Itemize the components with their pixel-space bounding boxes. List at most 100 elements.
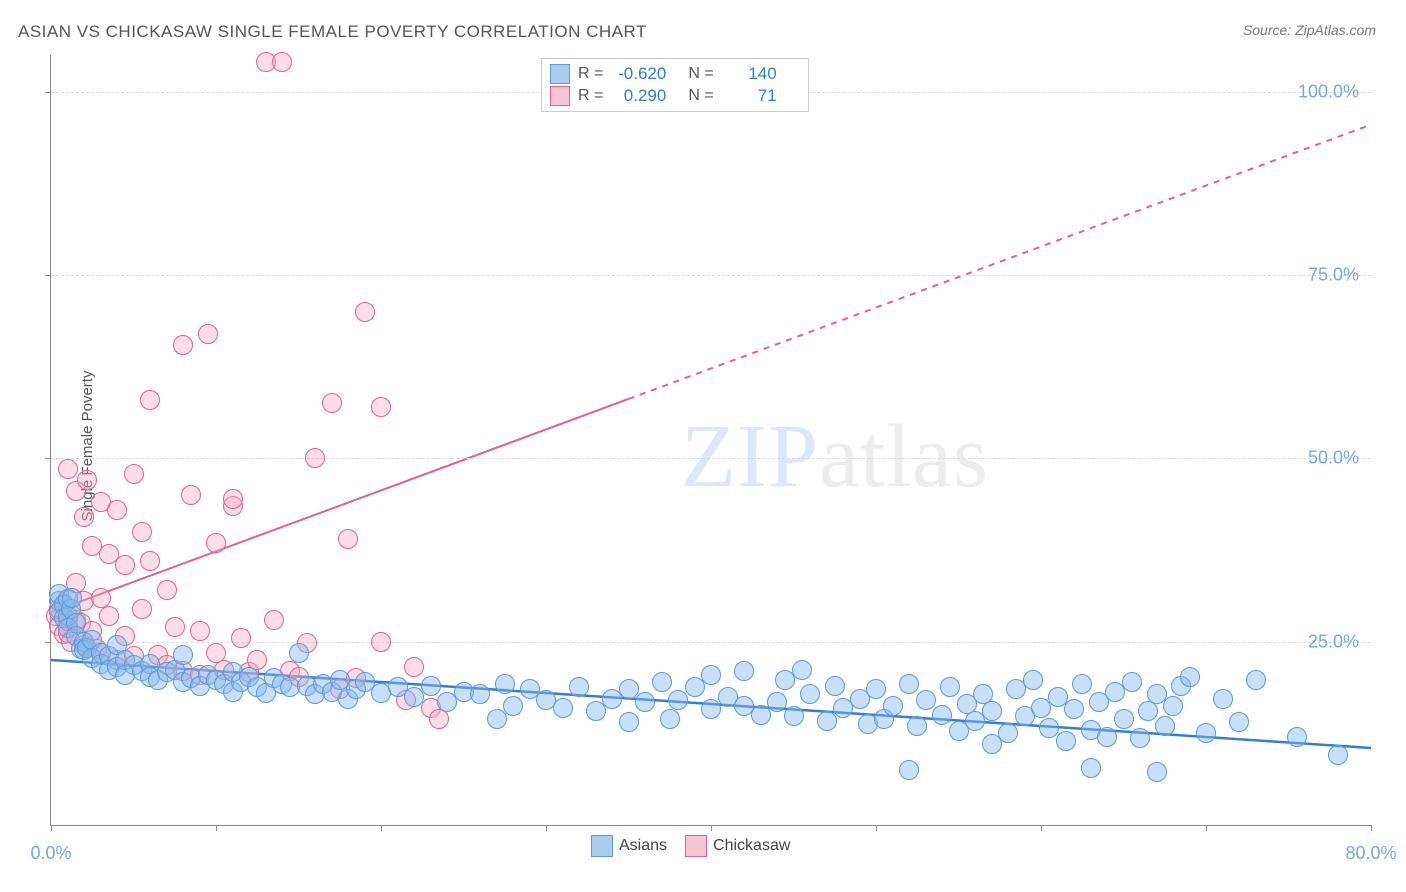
marker-chickasaw xyxy=(58,459,78,479)
marker-asians xyxy=(850,689,870,709)
marker-chickasaw xyxy=(140,551,160,571)
marker-chickasaw xyxy=(91,643,111,663)
marker-asians xyxy=(701,665,721,685)
marker-asians xyxy=(62,588,82,608)
marker-asians xyxy=(256,683,276,703)
marker-asians xyxy=(454,682,474,702)
source-name: ZipAtlas.com xyxy=(1295,22,1376,38)
x-tick xyxy=(546,825,547,831)
marker-chickasaw xyxy=(165,617,185,637)
marker-asians xyxy=(289,643,309,663)
marker-asians xyxy=(553,698,573,718)
marker-chickasaw xyxy=(223,496,243,516)
marker-asians xyxy=(313,674,333,694)
marker-chickasaw xyxy=(66,610,86,630)
trendline xyxy=(51,399,629,612)
trendline xyxy=(629,125,1372,399)
marker-asians xyxy=(792,660,812,680)
marker-asians xyxy=(1006,679,1026,699)
marker-asians xyxy=(1213,689,1233,709)
x-tick-label: 0.0% xyxy=(30,843,71,864)
n-label: N = xyxy=(688,87,713,105)
x-tick xyxy=(1371,825,1372,831)
marker-asians xyxy=(61,599,81,619)
marker-asians xyxy=(74,640,94,660)
marker-asians xyxy=(223,662,243,682)
marker-asians xyxy=(1081,758,1101,778)
legend-label-asians: Asians xyxy=(619,837,667,855)
marker-asians xyxy=(173,645,193,665)
marker-asians xyxy=(998,723,1018,743)
marker-asians xyxy=(685,677,705,697)
marker-chickasaw xyxy=(272,52,292,72)
x-axis-legend: Asians Chickasaw xyxy=(591,835,790,857)
marker-asians xyxy=(115,665,135,685)
marker-asians xyxy=(833,698,853,718)
y-tick-label: 25.0% xyxy=(1308,631,1359,652)
marker-chickasaw xyxy=(66,481,86,501)
marker-chickasaw xyxy=(371,397,391,417)
marker-chickasaw xyxy=(124,464,144,484)
x-tick xyxy=(381,825,382,831)
marker-asians xyxy=(569,677,589,697)
marker-asians xyxy=(54,595,74,615)
marker-asians xyxy=(58,606,78,626)
marker-asians xyxy=(973,684,993,704)
marker-asians xyxy=(635,692,655,712)
marker-chickasaw xyxy=(148,645,168,665)
y-tick xyxy=(45,642,51,643)
marker-asians xyxy=(346,679,366,699)
marker-chickasaw xyxy=(157,580,177,600)
marker-asians xyxy=(825,676,845,696)
marker-asians xyxy=(338,689,358,709)
marker-asians xyxy=(148,670,168,690)
marker-asians xyxy=(800,684,820,704)
marker-asians xyxy=(470,684,490,704)
marker-asians xyxy=(49,602,69,622)
marker-chickasaw xyxy=(346,668,366,688)
marker-chickasaw xyxy=(82,621,102,641)
marker-asians xyxy=(388,677,408,697)
marker-asians xyxy=(1287,727,1307,747)
marker-chickasaw xyxy=(404,657,424,677)
marker-chickasaw xyxy=(396,690,416,710)
marker-asians xyxy=(619,712,639,732)
legend-label-chickasaw: Chickasaw xyxy=(713,837,790,855)
marker-asians xyxy=(957,694,977,714)
marker-chickasaw xyxy=(91,588,111,608)
marker-chickasaw xyxy=(338,529,358,549)
marker-asians xyxy=(619,679,639,699)
marker-chickasaw xyxy=(46,606,66,626)
marker-asians xyxy=(1114,709,1134,729)
marker-asians xyxy=(280,677,300,697)
marker-asians xyxy=(247,677,267,697)
marker-chickasaw xyxy=(214,660,234,680)
correlation-legend-row-asians: R =-0.620N =140 xyxy=(550,63,800,85)
legend-swatch-chickasaw xyxy=(685,835,707,857)
y-tick xyxy=(45,458,51,459)
marker-chickasaw xyxy=(289,667,309,687)
n-label: N = xyxy=(688,65,713,83)
marker-chickasaw xyxy=(297,633,317,653)
x-tick xyxy=(1041,825,1042,831)
marker-asians xyxy=(866,679,886,699)
marker-chickasaw xyxy=(206,533,226,553)
marker-asians xyxy=(206,670,226,690)
marker-asians xyxy=(437,692,457,712)
marker-asians xyxy=(1196,723,1216,743)
marker-asians xyxy=(932,705,952,725)
r-value-asians: -0.620 xyxy=(611,64,666,84)
r-value-chickasaw: 0.290 xyxy=(611,86,666,106)
marker-chickasaw xyxy=(99,544,119,564)
marker-chickasaw xyxy=(71,613,91,633)
marker-chickasaw xyxy=(99,606,119,626)
marker-asians xyxy=(91,654,111,674)
marker-chickasaw xyxy=(330,679,350,699)
marker-asians xyxy=(107,635,127,655)
marker-chickasaw xyxy=(280,661,300,681)
marker-asians xyxy=(140,654,160,674)
marker-asians xyxy=(1138,701,1158,721)
marker-asians xyxy=(1147,762,1167,782)
marker-asians xyxy=(66,613,86,633)
marker-asians xyxy=(1056,731,1076,751)
